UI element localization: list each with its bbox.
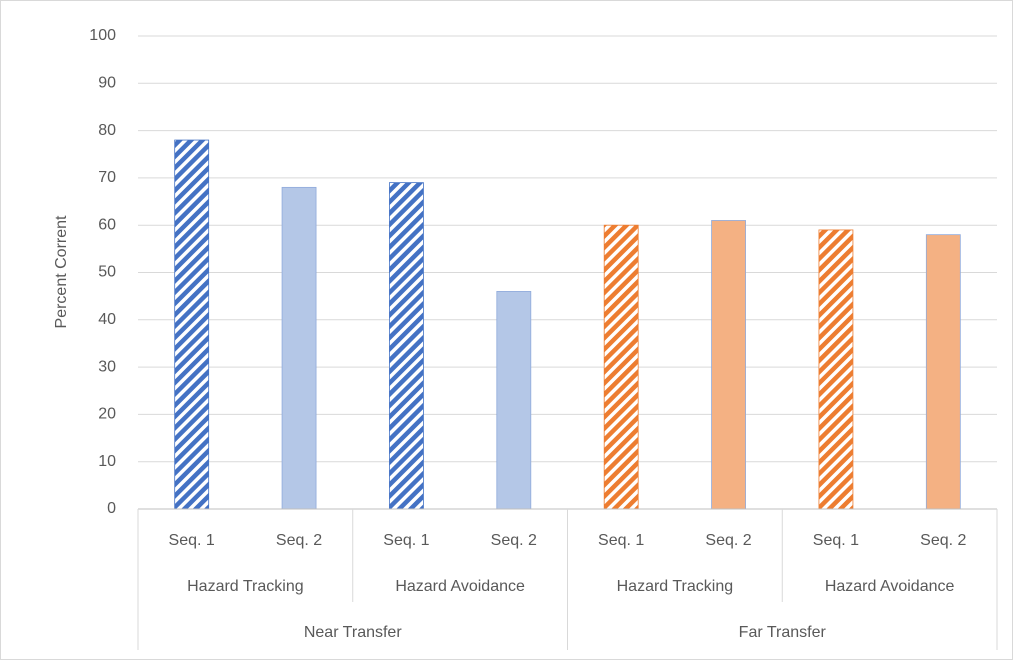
y-axis-label: Percent Corrent	[53, 215, 70, 328]
x-tick-label: Seq. 2	[705, 532, 751, 549]
bar	[281, 186, 317, 510]
subgroup-label: Hazard Avoidance	[395, 578, 525, 595]
y-tick-label: 90	[98, 75, 116, 92]
y-tick-label: 80	[98, 122, 116, 139]
y-tick-label: 100	[89, 27, 116, 44]
x-tick-label: Seq. 2	[276, 532, 322, 549]
subgroup-label: Hazard Avoidance	[825, 578, 955, 595]
subgroup-label: Hazard Tracking	[617, 578, 734, 595]
y-tick-label: 60	[98, 216, 116, 233]
bar	[174, 139, 210, 510]
x-tick-label: Seq. 2	[920, 532, 966, 549]
bar	[818, 229, 854, 510]
bar	[496, 291, 532, 510]
group-label: Near Transfer	[304, 624, 402, 641]
x-tick-label: Seq. 1	[169, 532, 215, 549]
x-tick-label: Seq. 1	[598, 532, 644, 549]
group-label: Far Transfer	[739, 624, 827, 641]
bar	[925, 234, 961, 510]
bar	[389, 182, 424, 510]
subgroup-label: Hazard Tracking	[187, 578, 304, 595]
bar	[603, 224, 639, 510]
x-tick-label: Seq. 2	[491, 532, 537, 549]
x-tick-label: Seq. 1	[813, 532, 859, 549]
bar	[711, 220, 746, 510]
y-tick-label: 40	[98, 311, 116, 328]
y-tick-label: 50	[98, 264, 116, 281]
x-tick-label: Seq. 1	[383, 532, 429, 549]
y-tick-label: 20	[98, 406, 116, 423]
y-tick-label: 0	[107, 500, 116, 517]
y-tick-label: 30	[98, 358, 116, 375]
y-tick-label: 10	[98, 453, 116, 470]
y-tick-label: 70	[98, 169, 116, 186]
